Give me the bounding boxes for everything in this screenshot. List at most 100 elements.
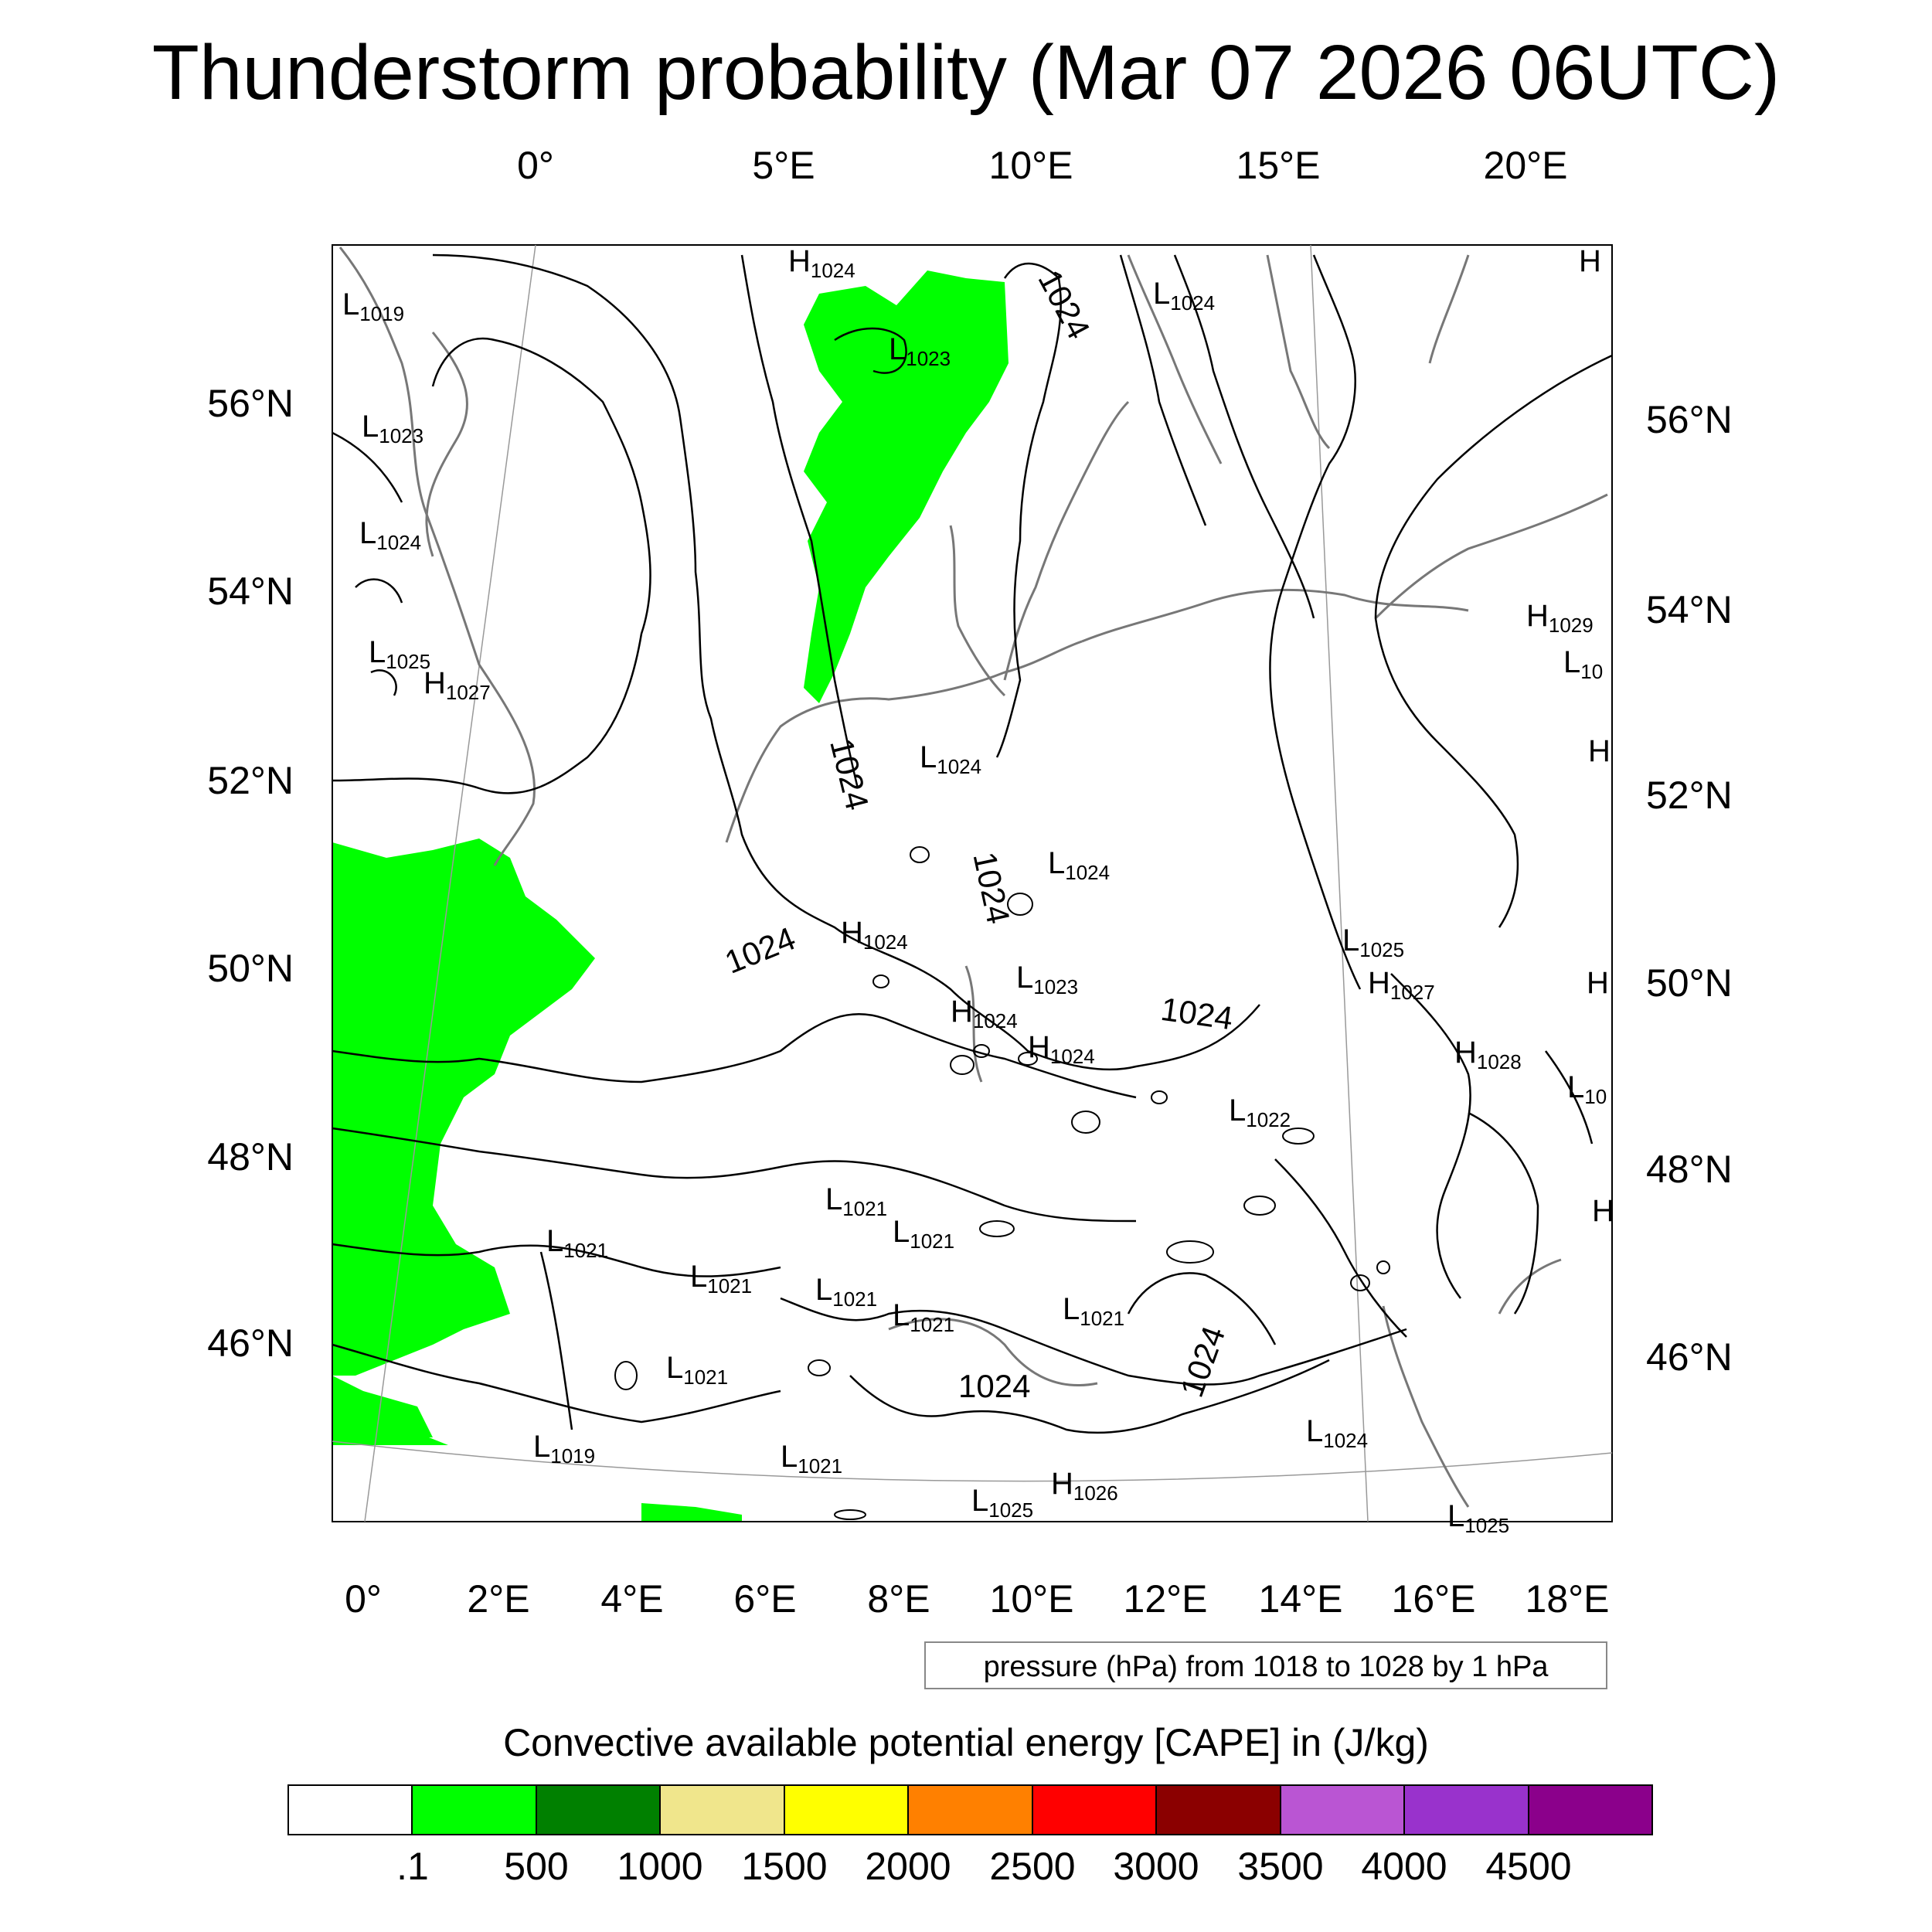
legend-swatch bbox=[536, 1786, 662, 1834]
lon-tick-bottom: 6°E bbox=[733, 1577, 797, 1621]
legend-swatch bbox=[1405, 1786, 1529, 1834]
legend-swatch bbox=[413, 1786, 537, 1834]
legend-tick-label: 500 bbox=[504, 1845, 569, 1888]
pressure-center-label: L1021 bbox=[1063, 1292, 1125, 1330]
pressure-center-label: H bbox=[1587, 966, 1609, 1000]
pressure-center-label: L1023 bbox=[362, 410, 424, 447]
pressure-center-label: L1019 bbox=[342, 287, 405, 325]
pressure-center-label: H1028 bbox=[1454, 1036, 1522, 1073]
lat-tick-left: 54°N bbox=[207, 570, 294, 613]
lat-tick-right: 52°N bbox=[1646, 774, 1733, 817]
cape-area-north-sea bbox=[804, 270, 1009, 703]
contour-info-box: pressure (hPa) from 1018 to 1028 by 1 hP… bbox=[924, 1641, 1607, 1689]
pressure-center-label: L1025 bbox=[1447, 1499, 1510, 1537]
pressure-center-label: H1024 bbox=[841, 916, 908, 954]
lon-tick-top: 15°E bbox=[1236, 144, 1321, 187]
legend-swatch bbox=[289, 1786, 413, 1834]
lon-tick-top: 20°E bbox=[1483, 144, 1568, 187]
pressure-center-label: H1024 bbox=[1028, 1030, 1095, 1068]
isobars bbox=[332, 253, 1613, 1434]
legend-tick-label: 1000 bbox=[617, 1845, 703, 1888]
pressure-center-label: L10 bbox=[1563, 645, 1604, 683]
lon-tick-bottom: 14°E bbox=[1258, 1577, 1343, 1621]
lat-tick-left: 48°N bbox=[207, 1135, 294, 1179]
pressure-center-label: L1023 bbox=[889, 332, 951, 370]
lat-tick-left: 50°N bbox=[207, 947, 294, 990]
chart-title: Thunderstorm probability (Mar 07 2026 06… bbox=[151, 29, 1781, 116]
contour-label: 1024 bbox=[958, 1368, 1031, 1404]
cape-area-bottom bbox=[641, 1503, 742, 1522]
pressure-center-label: H1027 bbox=[1368, 966, 1435, 1004]
cape-shading bbox=[332, 270, 1009, 1522]
pressure-center-label: L1022 bbox=[1229, 1094, 1291, 1131]
cape-area-south bbox=[332, 1399, 448, 1445]
lon-tick-top: 0° bbox=[517, 144, 554, 187]
pressure-center-label: H bbox=[1579, 244, 1601, 278]
cape-area-channel bbox=[332, 838, 595, 1376]
pressure-center-label: L1021 bbox=[825, 1182, 888, 1220]
pressure-center-label: L1024 bbox=[920, 740, 982, 778]
lat-tick-right: 48°N bbox=[1646, 1148, 1733, 1191]
legend-swatch bbox=[1529, 1786, 1651, 1834]
lon-tick-top: 5°E bbox=[752, 144, 815, 187]
lon-tick-bottom: 16°E bbox=[1391, 1577, 1476, 1621]
pressure-center-label: H1024 bbox=[788, 244, 855, 282]
lat-tick-left: 46°N bbox=[207, 1321, 294, 1365]
pressure-center-label: L1024 bbox=[1048, 846, 1111, 884]
pressure-center-label: L10 bbox=[1567, 1070, 1607, 1108]
pressure-center-label: L1025 bbox=[1342, 923, 1405, 961]
pressure-center-label: L1025 bbox=[971, 1484, 1034, 1522]
lon-tick-bottom: 0° bbox=[345, 1577, 382, 1621]
pressure-center-label: H1029 bbox=[1526, 599, 1594, 637]
pressure-center-label: L1021 bbox=[546, 1224, 609, 1262]
pressure-center-label: H bbox=[1592, 1194, 1614, 1228]
pressure-center-label: L1025 bbox=[369, 635, 431, 673]
lon-tick-bottom: 12°E bbox=[1123, 1577, 1208, 1621]
small-contours bbox=[614, 846, 1390, 1520]
pressure-center-label: L1024 bbox=[359, 516, 422, 554]
lon-tick-bottom: 8°E bbox=[867, 1577, 930, 1621]
lon-tick-bottom: 18°E bbox=[1525, 1577, 1610, 1621]
legend-swatch bbox=[1157, 1786, 1281, 1834]
pressure-center-label: L1024 bbox=[1306, 1414, 1369, 1452]
pressure-center-label: L1021 bbox=[690, 1260, 753, 1298]
legend-swatch bbox=[661, 1786, 785, 1834]
graticule bbox=[332, 244, 1613, 1522]
legend-swatch bbox=[909, 1786, 1033, 1834]
lon-tick-top: 10°E bbox=[988, 144, 1073, 187]
map-frame bbox=[332, 244, 1613, 1522]
lat-tick-left: 52°N bbox=[207, 759, 294, 802]
pressure-center-label: H1026 bbox=[1051, 1467, 1118, 1505]
legend-swatch bbox=[1032, 1786, 1158, 1834]
lat-tick-right: 56°N bbox=[1646, 398, 1733, 441]
pressure-center-label: L1021 bbox=[666, 1351, 729, 1389]
legend-tick-label: 4000 bbox=[1361, 1845, 1447, 1888]
pressure-center-label: L1023 bbox=[1016, 961, 1079, 998]
lon-tick-bottom: 2°E bbox=[467, 1577, 530, 1621]
legend-title: Convective available potential energy [C… bbox=[503, 1721, 1429, 1764]
legend-swatch bbox=[784, 1786, 910, 1834]
coastlines bbox=[338, 247, 1608, 1508]
legend-tick-label: 3500 bbox=[1237, 1845, 1324, 1888]
pressure-center-label: L1021 bbox=[893, 1298, 955, 1336]
pressure-center-label: H bbox=[1588, 734, 1611, 768]
legend-tick-label: .1 bbox=[396, 1845, 429, 1888]
legend-tick-label: 1500 bbox=[741, 1845, 828, 1888]
legend-tick-label: 2500 bbox=[989, 1845, 1076, 1888]
legend-tick-label: 2000 bbox=[865, 1845, 951, 1888]
pressure-center-label: H1027 bbox=[423, 666, 491, 704]
lat-tick-right: 46°N bbox=[1646, 1335, 1733, 1379]
lat-tick-right: 54°N bbox=[1646, 588, 1733, 631]
legend-swatch bbox=[1281, 1786, 1406, 1834]
pressure-center-label: L1021 bbox=[893, 1215, 955, 1253]
pressure-center-label: H1024 bbox=[951, 995, 1018, 1032]
legend-tick-label: 4500 bbox=[1485, 1845, 1572, 1888]
lon-tick-bottom: 4°E bbox=[600, 1577, 664, 1621]
pressure-center-label: L1021 bbox=[815, 1273, 878, 1311]
lat-tick-left: 56°N bbox=[207, 382, 294, 425]
lat-tick-right: 50°N bbox=[1646, 961, 1733, 1005]
pressure-center-label: L1019 bbox=[533, 1430, 596, 1468]
pressure-center-label: L1021 bbox=[781, 1440, 843, 1478]
pressure-center-label: L1024 bbox=[1153, 277, 1216, 315]
